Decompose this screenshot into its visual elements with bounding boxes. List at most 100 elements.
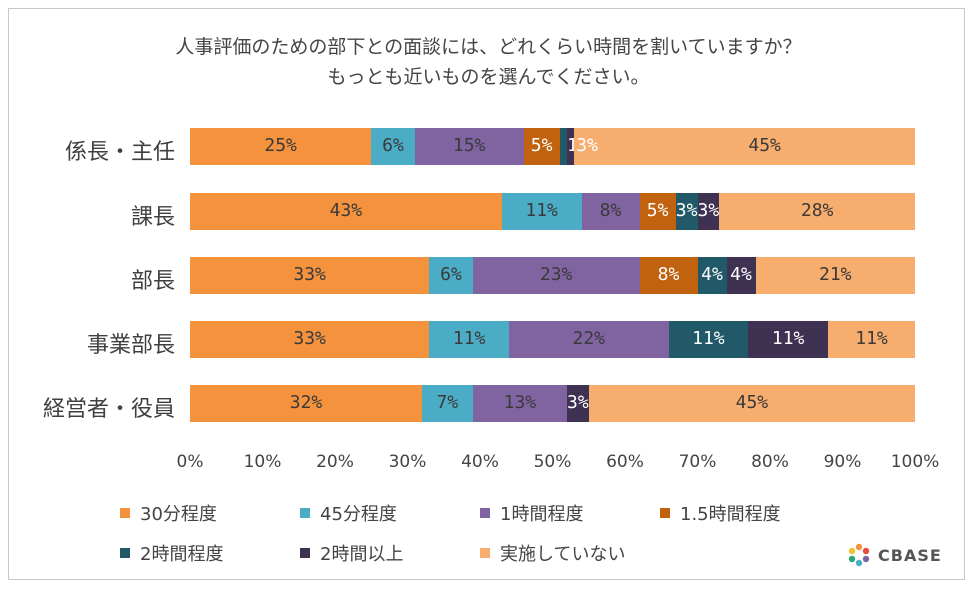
x-tick-label: 30%: [388, 452, 427, 472]
bar-segment: [719, 193, 915, 230]
data-label: 5%: [530, 135, 553, 156]
legend-swatch: [480, 508, 490, 518]
bar-segment: [501, 193, 582, 230]
legend-label: 1.5時間程度: [680, 504, 781, 525]
data-label: 22%: [572, 328, 605, 349]
cbase-logo: CBASE: [846, 542, 942, 568]
bar-segment: [574, 128, 915, 165]
legend-label: 45分程度: [320, 504, 397, 525]
data-label: 43%: [329, 200, 363, 221]
bar-segment: [726, 257, 756, 294]
bar-segment: [190, 128, 372, 165]
chart-frame: [8, 8, 965, 580]
data-label: 8%: [599, 200, 622, 221]
data-label: 4%: [701, 264, 723, 285]
cbase-logo-text: CBASE: [878, 545, 942, 565]
bar-segment: [668, 321, 749, 358]
x-tick-label: 10%: [243, 452, 282, 472]
data-label: 4%: [730, 264, 752, 285]
bar-segment: [639, 257, 698, 294]
data-label: 25%: [264, 135, 297, 156]
bar-segment: [748, 321, 828, 358]
bar-segment: [697, 193, 720, 230]
data-label: 21%: [818, 264, 852, 285]
data-label: 15%: [452, 135, 486, 156]
cbase-logo-icon: [848, 543, 870, 567]
data-label: 13%: [503, 392, 537, 413]
bar-segment: [414, 128, 524, 165]
bar-segment: [509, 321, 669, 358]
legend-item: 45分程度: [300, 500, 397, 526]
legend-item: 1時間程度: [480, 500, 583, 526]
data-label: 3%: [567, 392, 589, 413]
data-label: 23%: [539, 264, 573, 285]
data-label: 11%: [855, 328, 888, 349]
x-tick-label: 90%: [823, 452, 862, 472]
x-tick-label: 70%: [678, 452, 717, 472]
bar-segment: [697, 257, 727, 294]
data-label: 45%: [748, 135, 781, 156]
bar-segment: [371, 128, 415, 165]
bar-segment: [429, 321, 509, 358]
x-tick-label: 100%: [890, 452, 940, 472]
chart-title-line2: もっとも近いものを選んでください。: [327, 66, 650, 88]
bar-segment: [567, 385, 589, 422]
x-tick-label: 80%: [751, 452, 789, 472]
bar-segment: [190, 321, 430, 358]
bar-segment: [429, 257, 473, 294]
legend-swatch: [300, 548, 310, 558]
bar-segment: [472, 385, 567, 422]
data-label: 33%: [293, 328, 326, 349]
legend-label: 実施していない: [500, 544, 626, 565]
category-label: 係長・主任: [64, 140, 175, 165]
bar-segment: [588, 385, 915, 422]
legend-item: 30分程度: [120, 500, 217, 526]
bar-segment: [422, 385, 473, 422]
bar-segment: [675, 193, 698, 230]
legend-item: 2時間程度: [120, 540, 223, 566]
data-label: 3%: [697, 200, 720, 221]
data-label: 28%: [800, 200, 834, 221]
bar-segment: [523, 128, 560, 165]
legend-swatch: [120, 548, 130, 558]
legend-swatch: [300, 508, 310, 518]
x-tick-label: 40%: [461, 452, 499, 472]
data-label: 33%: [293, 264, 326, 285]
bar-segment: [828, 321, 915, 358]
data-label: 6%: [440, 264, 462, 285]
data-label: 11%: [452, 328, 486, 349]
legend-swatch: [120, 508, 130, 518]
data-label: 1%: [567, 135, 589, 156]
bar-segment: [472, 257, 640, 294]
data-label: 3%: [675, 200, 698, 221]
data-label: 3%: [576, 135, 598, 156]
legend-item: 1.5時間程度: [660, 500, 781, 526]
data-label: 11%: [525, 200, 558, 221]
bar-segment: [190, 257, 430, 294]
data-label: 6%: [382, 135, 404, 156]
x-tick-label: 50%: [533, 452, 572, 472]
data-label: 11%: [692, 328, 725, 349]
legend-item: 2時間以上: [300, 540, 403, 566]
legend-label: 2時間以上: [320, 544, 404, 565]
bar-segment: [567, 128, 575, 165]
bar-segment: [559, 128, 567, 165]
data-label: 8%: [657, 264, 680, 285]
x-tick-label: 60%: [606, 452, 644, 472]
data-label: 32%: [289, 392, 323, 413]
category-label: 事業部長: [86, 333, 175, 358]
chart-title-line1: 人事評価のための部下との面談には、どれくらい時間を割いていますか？: [175, 36, 802, 58]
legend-label: 30分程度: [140, 504, 217, 525]
category-label: 部長: [130, 269, 175, 294]
bar-segment: [755, 257, 915, 294]
bar-segment: [639, 193, 676, 230]
data-label: 7%: [436, 392, 459, 413]
bar-segment: [581, 193, 640, 230]
x-tick-label: 20%: [316, 452, 354, 472]
category-label: 経営者・役員: [42, 397, 175, 422]
data-label: 45%: [735, 392, 769, 413]
bar-segment: [190, 193, 502, 230]
category-label: 課長: [130, 205, 175, 230]
legend-item: 実施していない: [480, 540, 625, 566]
legend-label: 1時間程度: [500, 504, 584, 525]
